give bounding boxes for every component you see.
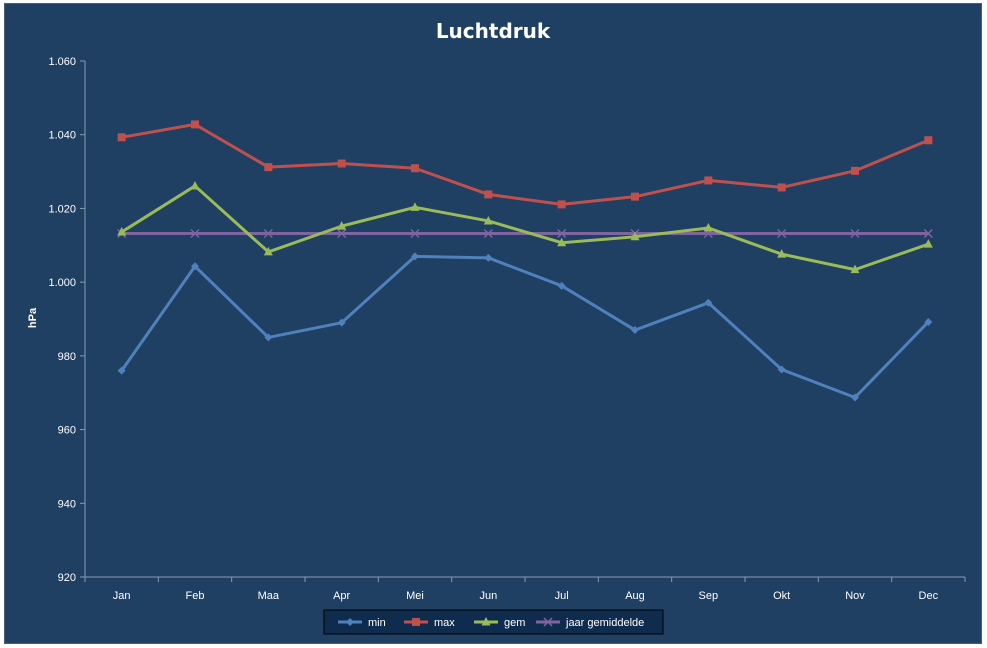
series-line	[120, 254, 930, 400]
legend-label: gem	[504, 617, 525, 629]
x-tick-label: Nov	[845, 590, 865, 602]
data-point	[411, 252, 419, 261]
x-tick-label: Mei	[406, 590, 424, 602]
data-point	[117, 133, 126, 142]
data-point	[190, 228, 200, 239]
y-tick-label: 940	[58, 498, 76, 510]
data-point	[924, 317, 933, 326]
data-point	[191, 262, 199, 271]
data-point	[630, 231, 640, 241]
y-axis-label: hPa	[27, 307, 39, 328]
data-point	[850, 264, 860, 274]
y-tick-label: 960	[58, 425, 76, 437]
series-max	[117, 120, 933, 209]
x-tick-label: Jan	[113, 590, 131, 602]
data-point	[850, 228, 860, 239]
data-point	[263, 246, 273, 256]
x-tick-label: Jun	[479, 590, 497, 602]
data-point	[264, 163, 273, 172]
data-point	[923, 239, 933, 248]
y-tick-label: 1.060	[48, 56, 76, 68]
data-point	[191, 120, 199, 129]
data-point	[777, 183, 786, 192]
data-point	[704, 176, 713, 185]
axes: 920 940 960 980 1.000 1.020 1.040 1.060 Jan Feb Ma…	[48, 56, 966, 602]
series-line	[120, 184, 929, 272]
chart-frame	[4, 3, 982, 644]
x-tick-label: Jul	[555, 590, 569, 602]
data-point	[190, 180, 200, 190]
data-point	[557, 237, 567, 247]
legend-label: min	[368, 617, 386, 629]
series-min	[117, 252, 933, 402]
data-point	[557, 200, 566, 209]
x-tick-label: Dec	[919, 590, 939, 602]
legend-marker	[346, 618, 354, 626]
data-point	[557, 281, 566, 290]
data-point	[337, 228, 347, 239]
data-point	[410, 228, 420, 239]
data-point	[704, 298, 713, 307]
series-line	[121, 122, 929, 206]
legend-item: max	[404, 617, 455, 629]
data-point	[851, 393, 859, 402]
y-tick-label: 1.020	[48, 203, 76, 215]
data-point	[484, 190, 493, 199]
legend-marker	[543, 617, 553, 627]
legend-item: jaar gemiddelde	[536, 617, 644, 629]
y-tick-label: 1.000	[48, 277, 76, 289]
legend-marker	[481, 617, 491, 626]
data-point	[263, 228, 273, 239]
series-gem	[117, 180, 933, 274]
data-point	[484, 253, 493, 262]
data-point	[777, 249, 787, 258]
legend-item: gem	[474, 617, 525, 629]
data-point	[483, 228, 493, 239]
chart-title: Luchtdruk	[436, 19, 551, 43]
data-point	[483, 215, 493, 225]
data-point	[411, 164, 419, 173]
data-point	[337, 318, 346, 327]
x-tick-label: Aug	[625, 590, 645, 602]
x-tick-label: Apr	[333, 590, 350, 602]
legend-item: min	[338, 617, 386, 629]
series-layer	[117, 120, 933, 402]
data-point	[410, 202, 420, 211]
y-tick-label: 920	[58, 572, 76, 584]
data-point	[924, 136, 933, 145]
data-point	[337, 159, 346, 168]
data-point	[557, 228, 567, 239]
data-point	[777, 365, 786, 374]
legend-label: jaar gemiddelde	[565, 617, 644, 629]
legend-label: max	[434, 617, 455, 629]
data-point	[264, 333, 273, 342]
x-tick-label: Feb	[186, 590, 205, 602]
legend: min max gem jaar gemiddelde	[323, 609, 664, 635]
data-point	[117, 227, 127, 236]
data-point	[777, 228, 787, 239]
y-tick-label: 980	[58, 351, 76, 363]
data-point	[851, 166, 859, 175]
data-point	[703, 222, 713, 232]
x-tick-label: Okt	[773, 590, 790, 602]
x-tick-label: Sep	[699, 590, 719, 602]
y-tick-label: 1.040	[48, 130, 76, 142]
data-point	[923, 228, 933, 239]
data-point	[337, 221, 347, 230]
legend-marker	[412, 618, 420, 626]
data-point	[631, 326, 639, 335]
x-tick-label: Maa	[258, 590, 280, 602]
data-point	[117, 366, 126, 375]
data-point	[631, 192, 639, 201]
